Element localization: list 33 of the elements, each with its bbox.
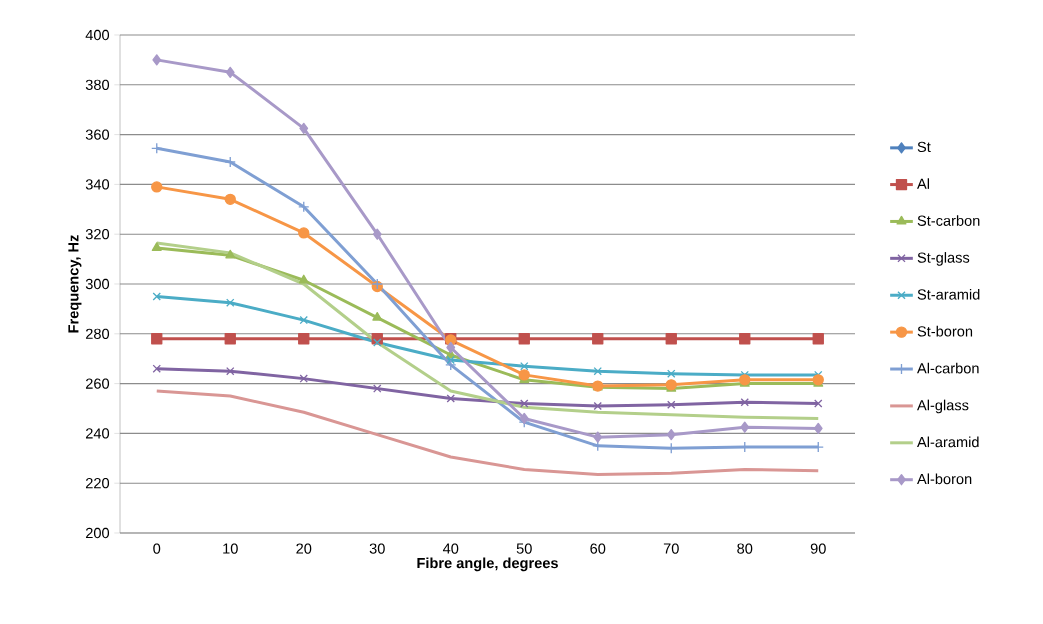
legend-label: Al-aramid [917, 436, 979, 448]
y-tick-label: 340 [85, 179, 110, 190]
x-tick-label: 70 [663, 543, 679, 554]
x-tick-label: 30 [369, 543, 385, 554]
legend-label: St-boron [917, 325, 973, 337]
legend-label: Al-boron [917, 473, 972, 485]
y-tick-label: 300 [85, 278, 110, 290]
x-tick-label: 20 [296, 543, 312, 554]
y-tick-label: 280 [85, 328, 110, 339]
x-tick-label: 0 [153, 543, 161, 554]
y-tick-label: 360 [85, 129, 110, 140]
y-tick-label: 240 [85, 428, 110, 439]
legend-label: Al-carbon [917, 362, 979, 374]
y-tick-label: 380 [85, 79, 110, 90]
y-axis-title: Frequency, Hz [68, 235, 82, 333]
y-tick-label: 200 [85, 527, 110, 539]
x-tick-label: 80 [737, 543, 753, 554]
legend-label: St [917, 141, 931, 153]
x-axis-title: Fibre angle, degrees [417, 557, 558, 572]
legend-label: Al-glass [917, 399, 969, 414]
x-tick-label: 40 [442, 543, 459, 554]
x-tick-label: 50 [516, 543, 532, 554]
x-tick-label: 60 [590, 543, 606, 554]
legend-label: Al [917, 178, 929, 189]
legend-label: St-carbon [917, 215, 980, 226]
x-tick-label: 10 [223, 543, 238, 554]
y-tick-label: 220 [85, 478, 110, 489]
legend-label: St-glass [917, 252, 970, 266]
y-tick-label: 400 [85, 29, 110, 41]
legend-label: St-aramid [917, 288, 980, 300]
y-tick-label: 320 [85, 229, 110, 240]
y-tick-label: 260 [85, 378, 110, 389]
x-tick-label: 90 [810, 543, 826, 554]
